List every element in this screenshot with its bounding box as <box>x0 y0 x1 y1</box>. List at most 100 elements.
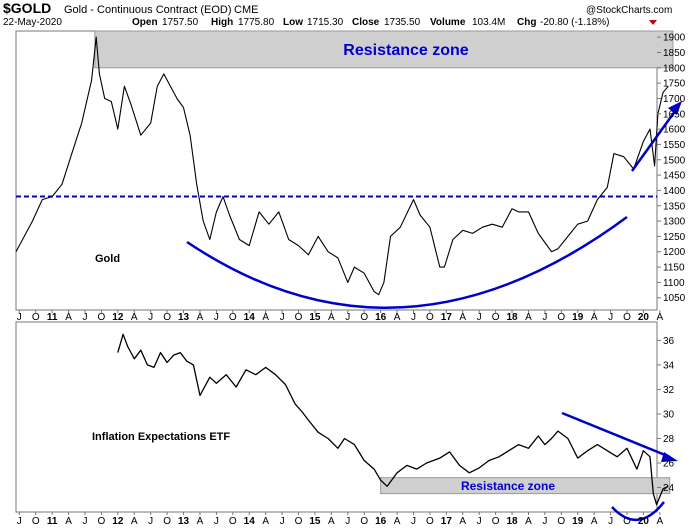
x-tick-label: 12 <box>112 312 124 323</box>
high-label: High <box>211 17 233 28</box>
x-tick-label: 19 <box>572 312 584 323</box>
x-tick-label: J <box>411 312 416 323</box>
gold-up-arrow <box>630 101 682 172</box>
exchange: CME <box>234 4 258 16</box>
x-tick-label: A <box>394 516 401 527</box>
watermark: @StockCharts.com <box>586 5 672 16</box>
x-tick-label: A <box>262 312 269 323</box>
x-tick-label: 18 <box>506 312 518 323</box>
y-tick-label: 1750 <box>663 79 686 90</box>
x-tick-label: 12 <box>112 516 124 527</box>
y-tick-label: 1800 <box>663 63 686 74</box>
x-tick-label: 16 <box>375 312 387 323</box>
x-tick-label: 18 <box>506 516 518 527</box>
y-tick-label: 36 <box>663 336 675 347</box>
x-tick-label: A <box>657 516 664 527</box>
x-tick-label: A <box>197 312 204 323</box>
symbol: $GOLD <box>3 0 51 16</box>
x-tick-label: J <box>280 312 285 323</box>
x-tick-label: J <box>542 516 547 527</box>
gold-panel <box>15 30 658 311</box>
inflation-panel <box>15 321 658 513</box>
x-tick-label: A <box>197 516 204 527</box>
x-tick-label: A <box>657 312 664 323</box>
y-tick-label: 1700 <box>663 94 686 105</box>
inflation-y-axis: 24 26 28 30 32 34 36 <box>657 336 675 494</box>
date: 22-May-2020 <box>3 17 62 28</box>
y-tick-label: 1100 <box>663 278 685 289</box>
instrument-name: Gold - Continuous Contract (EOD) <box>64 4 232 16</box>
x-tick-label: 13 <box>178 516 190 527</box>
x-tick-label: O <box>295 312 303 323</box>
x-tick-label: O <box>360 516 368 527</box>
low-label: Low <box>283 17 303 28</box>
x-tick-label: O <box>163 312 171 323</box>
x-tick-label: J <box>345 312 350 323</box>
x-tick-label: O <box>557 516 565 527</box>
x-tick-label: O <box>32 312 40 323</box>
x-tick-label: O <box>229 516 237 527</box>
x-tick-label: J <box>477 516 482 527</box>
volume-label: Volume <box>430 17 466 28</box>
inflation-etf-line <box>117 333 669 506</box>
x-tick-label: J <box>214 516 219 527</box>
x-tick-label: 16 <box>375 516 387 527</box>
x-tick-label: J <box>82 516 87 527</box>
y-tick-label: 1500 <box>663 155 686 166</box>
y-tick-label: 1600 <box>663 125 686 136</box>
x-tick-label: A <box>65 312 72 323</box>
low-value: 1715.30 <box>307 17 344 28</box>
x-tick-label: O <box>557 312 565 323</box>
y-tick-label: 1350 <box>663 201 686 212</box>
y-tick-label: 1400 <box>663 186 686 197</box>
x-tick-label: O <box>623 312 631 323</box>
x-tick-label: 15 <box>309 312 321 323</box>
down-triangle-icon <box>649 20 657 25</box>
gold-panel-label: Gold <box>95 253 120 265</box>
y-tick-label: 32 <box>663 385 675 396</box>
x-tick-label: J <box>345 516 350 527</box>
x-tick-label: O <box>163 516 171 527</box>
x-tick-label: O <box>32 516 40 527</box>
x-tick-label: O <box>98 516 106 527</box>
x-tick-label: 13 <box>178 312 190 323</box>
x-tick-label: O <box>98 312 106 323</box>
x-tick-label: 15 <box>309 516 321 527</box>
chg-value: -20.80 (-1.18%) <box>540 17 609 28</box>
x-tick-label: O <box>426 312 434 323</box>
x-tick-label: 11 <box>47 516 58 527</box>
x-tick-label: A <box>591 312 598 323</box>
y-tick-label: 1850 <box>663 48 686 59</box>
x-tick-label: 17 <box>441 312 453 323</box>
open-value: 1757.50 <box>162 17 199 28</box>
x-tick-label: A <box>591 516 598 527</box>
y-tick-label: 28 <box>663 434 675 445</box>
gold-price-line <box>15 36 669 296</box>
x-tick-label: A <box>328 516 335 527</box>
gold-x-axis: J O 11 A J O 12 A J O 13 A J O 14 A J O 15 A J O 16 A J O 17 A J O 18 A… <box>17 310 664 323</box>
inflation-resistance-zone <box>380 477 671 495</box>
x-tick-label: A <box>262 516 269 527</box>
high-value: 1775.80 <box>238 17 275 28</box>
y-tick-label: 1450 <box>663 171 686 182</box>
x-tick-label: J <box>608 312 613 323</box>
x-tick-label: J <box>214 312 219 323</box>
y-tick-label: 1550 <box>663 140 686 151</box>
gold-zone-label: Resistance zone <box>343 42 468 59</box>
x-tick-label: J <box>148 516 153 527</box>
x-tick-label: A <box>131 516 138 527</box>
x-tick-label: 20 <box>638 516 650 527</box>
x-tick-label: O <box>492 516 500 527</box>
inflation-panel-label: Inflation Expectations ETF <box>92 431 230 443</box>
x-tick-label: O <box>492 312 500 323</box>
y-tick-label: 1150 <box>663 263 685 274</box>
inflation-bottom-arc <box>611 501 665 522</box>
y-tick-label: 30 <box>663 409 675 420</box>
x-tick-label: J <box>148 312 153 323</box>
x-tick-label: 14 <box>244 312 256 323</box>
y-tick-label: 1900 <box>663 33 686 44</box>
x-tick-label: A <box>394 312 401 323</box>
x-tick-label: 19 <box>572 516 584 527</box>
gold-resistance-zone <box>94 30 674 69</box>
